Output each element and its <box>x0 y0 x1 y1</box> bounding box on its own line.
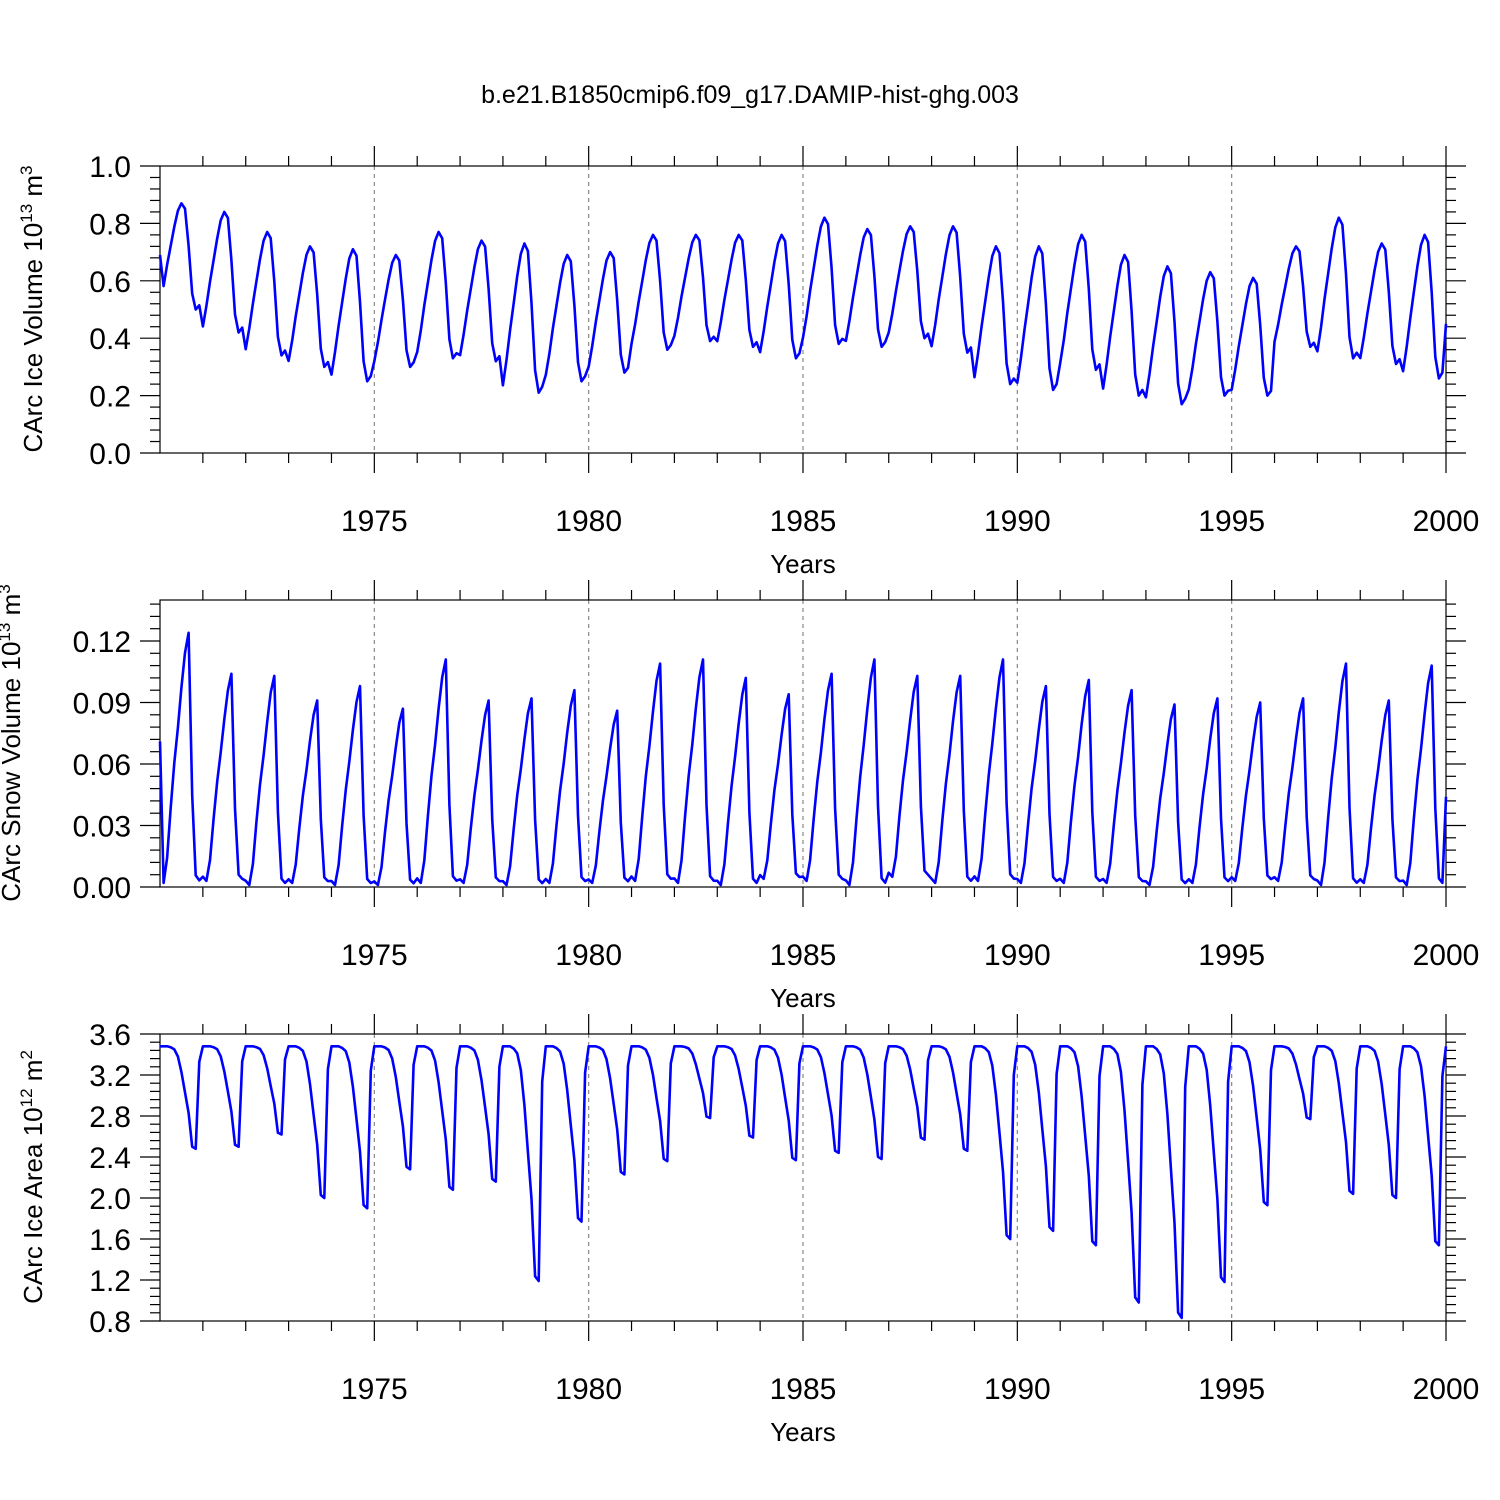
y-tick-label: 0.09 <box>73 688 131 721</box>
y-tick-label: 0.6 <box>89 266 131 299</box>
x-tick-label: 1995 <box>1198 1373 1265 1406</box>
y-tick-label: 0.06 <box>73 749 131 782</box>
y-tick-label: 2.8 <box>89 1101 131 1134</box>
x-tick-label: 2000 <box>1413 505 1480 538</box>
y-tick-label: 1.0 <box>89 151 131 184</box>
x-tick-label: 1975 <box>341 939 408 972</box>
y-tick-label: 0.4 <box>89 323 131 356</box>
xlabel-ice-volume: Years <box>770 549 836 579</box>
x-tick-label: 1980 <box>555 505 622 538</box>
y-tick-label: 0.2 <box>89 381 131 414</box>
x-tick-label: 1975 <box>341 505 408 538</box>
y-tick-label: 1.2 <box>89 1265 131 1298</box>
x-tick-label: 1995 <box>1198 505 1265 538</box>
series-line-ice-volume <box>158 202 1448 406</box>
y-tick-label: 2.4 <box>89 1142 131 1175</box>
y-tick-label: 1.6 <box>89 1224 131 1257</box>
x-tick-label: 1985 <box>770 505 837 538</box>
y-tick-label: 3.2 <box>89 1060 131 1093</box>
x-tick-label: 1990 <box>984 1373 1051 1406</box>
y-tick-label: 0.12 <box>73 626 131 659</box>
y-tick-label: 3.6 <box>89 1019 131 1052</box>
y-tick-label: 0.0 <box>89 438 131 471</box>
panel-ice-area: CArc Ice Area 1012 m2 Years 1975 1980 1985… <box>17 1014 1479 1447</box>
x-tick-label: 1990 <box>984 505 1051 538</box>
x-tick-label: 1985 <box>770 939 837 972</box>
panel-snow-volume: CArc Snow Volume 1013 m3 Years 1975 1980 1… <box>0 580 1479 1013</box>
xlabel-ice-area: Years <box>770 1417 836 1447</box>
panel-ice-volume: CArc Ice Volume 1013 m3 Years 1975 1980 19… <box>17 146 1479 579</box>
y-tick-label: 0.03 <box>73 811 131 844</box>
xlabel-snow-volume: Years <box>770 983 836 1013</box>
x-tick-label: 1980 <box>555 939 622 972</box>
y-tick-label: 0.00 <box>73 872 131 905</box>
ylabel-ice-volume: CArc Ice Volume 1013 m3 <box>17 165 48 452</box>
ylabel-ice-area: CArc Ice Area 1012 m2 <box>17 1050 48 1304</box>
x-tick-label: 1980 <box>555 1373 622 1406</box>
x-tick-label: 1975 <box>341 1373 408 1406</box>
figure-title: b.e21.B1850cmip6.f09_g17.DAMIP-hist-ghg.… <box>481 81 1019 109</box>
x-tick-label: 1985 <box>770 1373 837 1406</box>
y-tick-label: 2.0 <box>89 1183 131 1216</box>
series-line-ice-area <box>160 1045 1448 1320</box>
ylabel-snow-volume: CArc Snow Volume 1013 m3 <box>0 584 26 901</box>
y-tick-label: 0.8 <box>89 1306 131 1339</box>
x-tick-label: 1990 <box>984 939 1051 972</box>
x-tick-label: 2000 <box>1413 939 1480 972</box>
series-line-snow-volume <box>158 631 1448 887</box>
x-tick-label: 2000 <box>1413 1373 1480 1406</box>
y-tick-label: 0.8 <box>89 208 131 241</box>
x-tick-label: 1995 <box>1198 939 1265 972</box>
